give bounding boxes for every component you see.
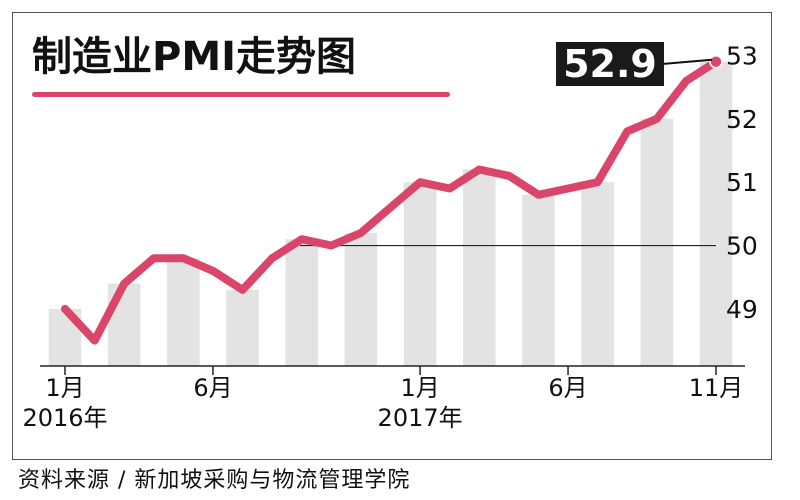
y-tick-label: 52 — [726, 105, 758, 134]
bar — [699, 61, 733, 366]
title-underline — [32, 92, 450, 97]
x-tick-label: 6月 — [548, 374, 587, 402]
x-tick-label-year: 2017年 — [378, 404, 463, 432]
x-tick-label-year: 2016年 — [22, 404, 107, 432]
bar — [640, 118, 674, 366]
bar — [403, 182, 437, 366]
y-tick-label: 50 — [726, 232, 758, 261]
x-tick-label: 1月 — [400, 374, 439, 402]
bar — [344, 232, 378, 366]
bar — [226, 289, 259, 366]
y-tick-label: 53 — [726, 41, 758, 70]
bar — [167, 258, 200, 366]
end-point-marker — [709, 54, 723, 69]
callout-box — [556, 42, 664, 86]
bar — [107, 283, 141, 366]
chart-frame — [12, 12, 772, 460]
x-tick-label: 11月 — [689, 374, 744, 402]
y-tick-label: 49 — [726, 295, 758, 324]
callout-pointer — [661, 58, 713, 65]
bar — [285, 239, 319, 366]
bar — [462, 169, 496, 366]
source-text: 资料来源 / 新加坡采购与物流管理学院 — [18, 468, 411, 493]
x-tick-label: 6月 — [193, 374, 232, 402]
y-tick-label: 51 — [726, 168, 758, 197]
chart-title: 制造业PMI走势图 — [32, 34, 356, 80]
pmi-line — [61, 57, 720, 345]
bar — [522, 194, 555, 366]
x-tick-label: 1月 — [45, 374, 84, 402]
callout-value: 52.9 — [563, 42, 657, 86]
bar — [581, 182, 614, 366]
